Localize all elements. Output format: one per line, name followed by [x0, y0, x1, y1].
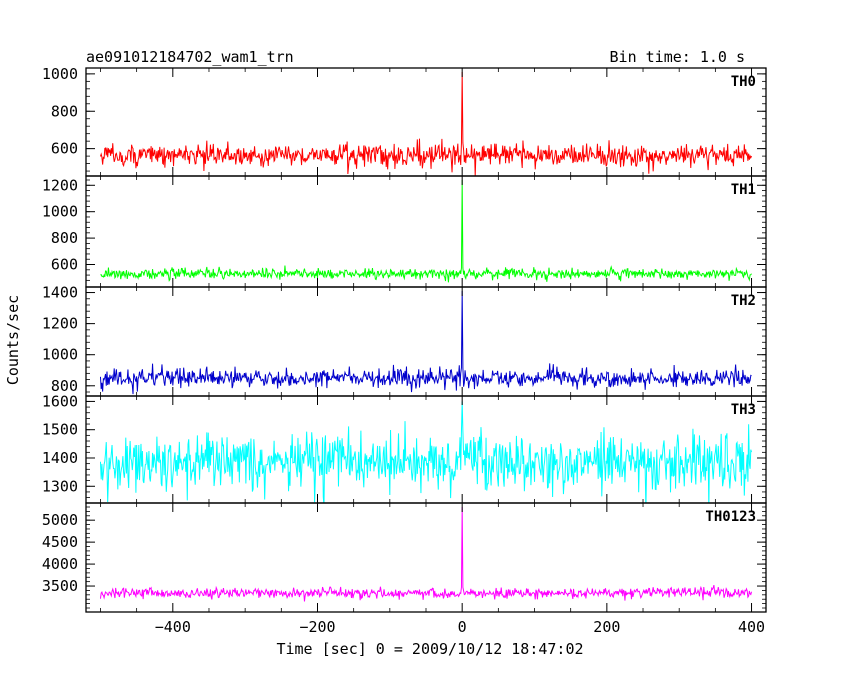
x-tick-label: 400 — [738, 618, 765, 636]
y-tick-label: 800 — [51, 102, 78, 120]
y-tick-label: 4500 — [42, 533, 78, 551]
panel-label-th3: TH3 — [731, 402, 756, 418]
y-tick-label: 1300 — [42, 477, 78, 495]
y-tick-label: 1400 — [42, 449, 78, 467]
y-tick-label: 3500 — [42, 577, 78, 595]
bin-time-label: Bin time: 1.0 s — [610, 48, 745, 66]
y-tick-label: 1200 — [42, 315, 78, 333]
panel-th0123: 3500 4000 4500 5000 TH0123 — [42, 502, 767, 613]
y-axis-label: Counts/sec — [4, 295, 22, 385]
series-line-th0123 — [99, 506, 753, 602]
panel-th2: 800 1000 1200 1400 TH2 — [42, 284, 767, 397]
x-tick-label: −200 — [299, 618, 335, 636]
y-tick-label: 600 — [51, 140, 78, 158]
y-tick-label: 1400 — [42, 284, 78, 302]
series-line-th2 — [99, 290, 752, 395]
panel-th3: 1300 1400 1500 1600 TH3 — [42, 392, 767, 504]
x-axis-label: Time [sec] 0 = 2009/10/12 18:47:02 — [276, 640, 583, 658]
panel-frame — [85, 67, 767, 177]
y-tick-label: 800 — [51, 377, 78, 395]
y-tick-label: 1600 — [42, 392, 78, 410]
x-tick-label: 0 — [458, 618, 467, 636]
y-tick-label: 5000 — [42, 511, 78, 529]
panel-label-th0: TH0 — [731, 74, 756, 90]
x-tick-label: 200 — [593, 618, 620, 636]
series-line-th0 — [99, 71, 752, 176]
x-tick-label: −400 — [155, 618, 191, 636]
y-tick-label: 1000 — [42, 203, 78, 221]
panel-label-th0123: TH0123 — [705, 509, 756, 525]
series-line-th1 — [100, 179, 752, 283]
y-tick-label: 1200 — [42, 176, 78, 194]
y-tick-label: 4000 — [42, 555, 78, 573]
panel-th1: 600 800 1000 1200 TH1 — [42, 175, 767, 288]
panels-group: 600 800 1000 TH0 600 800 1000 1200 TH1 800 1000 120… — [42, 65, 767, 636]
panel-frame — [85, 175, 767, 288]
series-line-th3 — [99, 401, 753, 503]
panel-th0: 600 800 1000 TH0 — [42, 65, 767, 177]
y-tick-label: 600 — [51, 256, 78, 274]
y-tick-label: 800 — [51, 229, 78, 247]
chart-title: ae091012184702_wam1_trn — [86, 48, 294, 66]
y-tick-label: 1000 — [42, 65, 78, 83]
panel-label-th2: TH2 — [731, 293, 756, 309]
y-tick-label: 1000 — [42, 346, 78, 364]
panel-label-th1: TH1 — [731, 182, 756, 198]
y-tick-label: 1500 — [42, 421, 78, 439]
